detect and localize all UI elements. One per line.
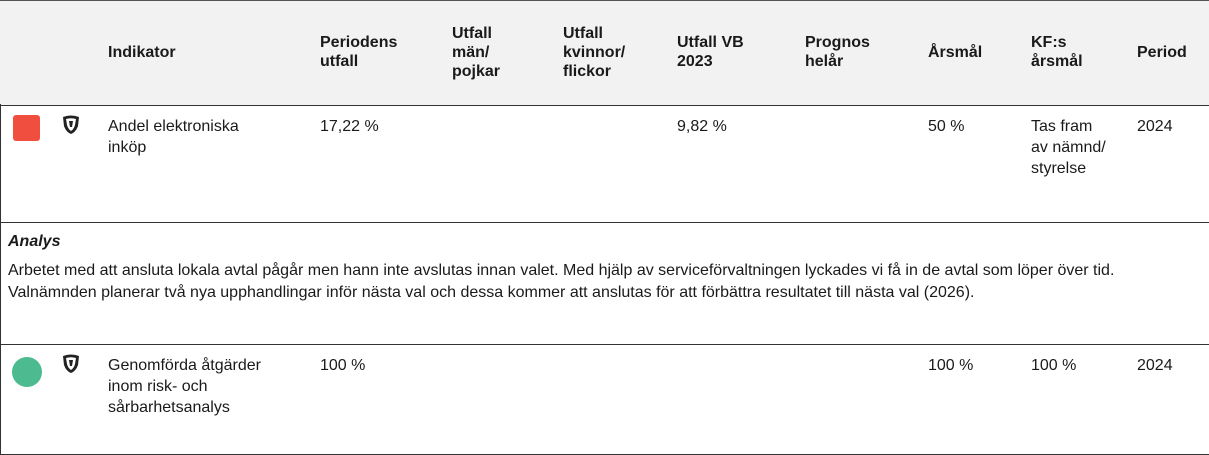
table-cell: 2024 xyxy=(1137,357,1173,374)
table-cell: Tas fram av nämnd/ styrelse xyxy=(1031,118,1106,177)
column-header: Indikator xyxy=(108,43,176,61)
status-icon xyxy=(13,115,40,141)
shield-icon xyxy=(63,354,79,373)
table-cell: 17,22 % xyxy=(320,118,379,135)
shield-icon xyxy=(63,115,79,134)
table-cell: 100 % xyxy=(928,357,974,374)
header-row xyxy=(0,0,1209,106)
status-icon xyxy=(12,357,42,387)
column-header: Period xyxy=(1137,43,1187,61)
left-border xyxy=(0,104,1,455)
table-cell: 9,82 % xyxy=(677,118,727,135)
column-header: Utfall VB 2023 xyxy=(677,34,744,70)
table-cell: 2024 xyxy=(1137,118,1173,135)
column-header: Periodens utfall xyxy=(320,34,398,70)
analysis-text: Arbetet med att ansluta lokala avtal påg… xyxy=(8,262,1115,301)
table-cell: 100 % xyxy=(320,357,366,374)
table-cell: Andel elektroniska inköp xyxy=(108,118,239,156)
table-cell: Genomförda åtgärder inom risk- och sårba… xyxy=(108,357,261,416)
column-header: Utfall män/ pojkar xyxy=(452,24,501,80)
column-header: KF:s årsmål xyxy=(1031,34,1083,70)
row-divider xyxy=(0,222,1209,223)
analysis-title: Analys xyxy=(8,233,61,250)
column-header: Årsmål xyxy=(928,43,983,61)
table-cell: 50 % xyxy=(928,118,965,135)
column-header: Utfall kvinnor/ flickor xyxy=(563,24,626,80)
row-divider xyxy=(0,344,1209,345)
table-cell: 100 % xyxy=(1031,357,1077,374)
column-header: Prognos helår xyxy=(805,34,870,70)
